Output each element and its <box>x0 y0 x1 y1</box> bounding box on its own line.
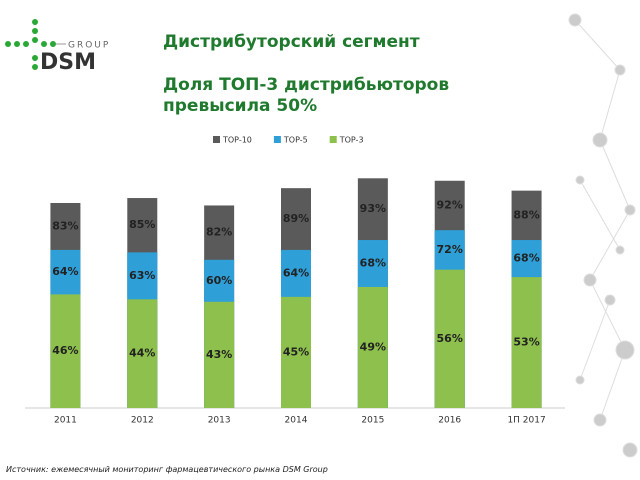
x-tick-label: 2014 <box>285 416 308 426</box>
value-label: 53% <box>513 336 539 349</box>
value-label: 45% <box>283 345 309 358</box>
legend-label: TOP-10 <box>222 136 252 145</box>
logo-icon <box>5 19 66 70</box>
source: Источник: ежемесячный мониторинг фармаце… <box>6 465 328 474</box>
value-label: 93% <box>360 202 386 215</box>
value-label: 64% <box>52 265 78 278</box>
legend-label: TOP-3 <box>339 136 364 145</box>
value-label: 60% <box>206 274 232 287</box>
value-label: 89% <box>283 212 309 225</box>
value-label: 43% <box>206 348 232 361</box>
x-tick-label: 2016 <box>438 416 461 426</box>
value-label: 83% <box>52 219 78 232</box>
value-label: 82% <box>206 226 232 239</box>
x-tick-label: 2011 <box>54 416 77 426</box>
value-label: 92% <box>437 198 463 211</box>
value-label: 68% <box>360 257 386 270</box>
legend-swatch <box>329 136 337 143</box>
value-label: 56% <box>437 332 463 345</box>
decor <box>568 13 638 458</box>
bar <box>281 296 311 408</box>
value-label: 68% <box>513 252 539 265</box>
bar <box>511 277 542 408</box>
bar <box>50 294 81 408</box>
value-label: 63% <box>129 269 155 282</box>
x-tick-label: 2012 <box>131 416 154 426</box>
logo-group: GROUP <box>68 41 110 51</box>
legend-swatch <box>273 136 281 143</box>
bar <box>357 286 388 408</box>
value-label: 64% <box>283 266 309 279</box>
x-tick-label: 2013 <box>208 416 231 426</box>
logo-brand: DSM <box>40 50 96 75</box>
bar <box>127 299 158 408</box>
bar <box>434 269 465 408</box>
legend-swatch <box>213 136 220 143</box>
value-label: 88% <box>513 208 539 221</box>
value-label: 72% <box>437 243 463 256</box>
value-label: 85% <box>129 218 155 231</box>
bar <box>204 301 235 408</box>
x-tick-label: 2015 <box>361 416 384 426</box>
value-label: 44% <box>129 347 155 360</box>
value-label: 46% <box>52 344 78 357</box>
x-tick-label: 1П 2017 <box>507 416 545 426</box>
title: Дистрибуторский сегмент <box>163 32 420 52</box>
legend-label: TOP-5 <box>283 136 308 145</box>
subtitle: Доля ТОП-3 дистрибьюторов превысила 50% <box>163 75 450 116</box>
value-label: 49% <box>360 340 386 353</box>
